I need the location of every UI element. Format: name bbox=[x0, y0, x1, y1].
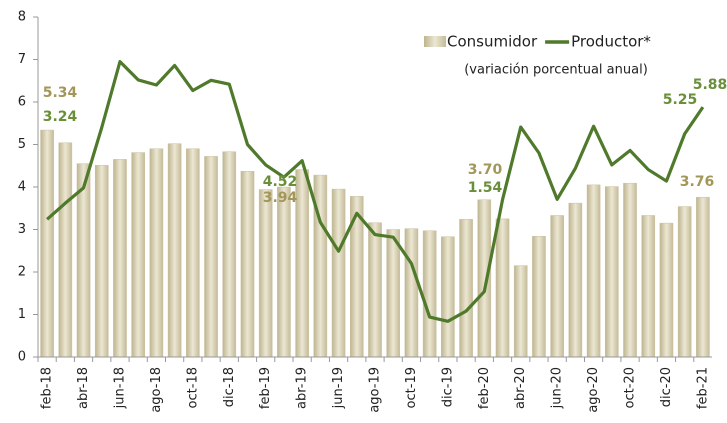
x-tick-label: oct-19 bbox=[404, 367, 419, 408]
bar bbox=[58, 142, 73, 358]
bar bbox=[222, 151, 237, 358]
bar bbox=[586, 184, 601, 358]
x-tick-label: dic-20 bbox=[659, 367, 674, 407]
x-tick-label: abr-20 bbox=[513, 367, 528, 409]
x-tick-label: dic-18 bbox=[222, 367, 237, 407]
x-tick-label: oct-18 bbox=[185, 367, 200, 408]
y-tick-label: 8 bbox=[18, 10, 26, 25]
y-tick-label: 7 bbox=[18, 52, 26, 67]
legend-label: Productor* bbox=[571, 33, 651, 51]
bar bbox=[204, 156, 218, 358]
x-tick-label: oct-20 bbox=[623, 367, 638, 408]
bar bbox=[550, 215, 564, 358]
bar bbox=[149, 148, 164, 358]
bar bbox=[696, 196, 710, 358]
value-label: 3.76 bbox=[680, 174, 715, 190]
bar bbox=[623, 182, 637, 358]
value-label: 4.52 bbox=[263, 174, 298, 190]
bar bbox=[277, 186, 291, 358]
y-tick-label: 2 bbox=[18, 265, 26, 280]
line bbox=[46, 60, 705, 323]
bar bbox=[477, 199, 492, 358]
x-tick-label: jun-18 bbox=[112, 367, 127, 409]
legend-swatch bbox=[424, 36, 446, 47]
bar bbox=[131, 152, 145, 358]
legend-label: Consumidor bbox=[447, 33, 538, 51]
bar bbox=[40, 129, 54, 358]
bar bbox=[240, 171, 255, 358]
bar bbox=[495, 218, 510, 358]
value-label: 5.88 bbox=[693, 77, 727, 93]
y-tick-label: 5 bbox=[18, 137, 26, 152]
bar bbox=[513, 265, 528, 358]
value-label: 5.34 bbox=[43, 85, 78, 101]
y-tick-label: 1 bbox=[18, 307, 26, 322]
x-tick-label: ago-19 bbox=[368, 367, 383, 413]
y-tick-label: 6 bbox=[18, 95, 26, 110]
bar bbox=[459, 219, 473, 358]
bar bbox=[659, 222, 674, 358]
bar bbox=[113, 159, 127, 358]
bar bbox=[331, 188, 346, 358]
x-tick-label: ago-18 bbox=[149, 367, 164, 413]
bar bbox=[677, 206, 692, 358]
bar bbox=[386, 229, 401, 358]
legend-note: (variación porcentual anual) bbox=[464, 63, 648, 78]
x-tick-label: feb-19 bbox=[258, 367, 273, 409]
x-tick-label: feb-21 bbox=[695, 367, 710, 409]
y-tick-label: 3 bbox=[18, 222, 26, 237]
x-tick-label: abr-19 bbox=[295, 367, 310, 409]
x-tick-label: abr-18 bbox=[76, 367, 91, 409]
y-tick-label: 4 bbox=[18, 180, 26, 195]
bar bbox=[258, 189, 273, 358]
bar bbox=[641, 215, 656, 358]
bar bbox=[295, 169, 309, 358]
value-label: 1.54 bbox=[468, 180, 503, 196]
bar bbox=[605, 186, 619, 358]
x-tick-label: jun-20 bbox=[550, 367, 565, 409]
bar bbox=[441, 236, 455, 358]
bar bbox=[404, 228, 419, 358]
x-tick-label: feb-20 bbox=[477, 367, 492, 409]
x-tick-label: dic-19 bbox=[440, 367, 455, 407]
value-label: 5.25 bbox=[663, 92, 698, 108]
x-tick-label: feb-18 bbox=[40, 367, 55, 409]
bar bbox=[532, 236, 546, 358]
x-tick-label: ago-20 bbox=[586, 367, 601, 413]
bar bbox=[94, 165, 109, 358]
value-label: 3.24 bbox=[43, 109, 78, 125]
bar bbox=[167, 143, 182, 358]
value-label: 3.70 bbox=[468, 162, 503, 178]
bar bbox=[186, 148, 200, 358]
value-label: 3.94 bbox=[263, 190, 298, 206]
x-tick-label: jun-19 bbox=[331, 367, 346, 409]
bar bbox=[368, 222, 382, 358]
y-tick-label: 0 bbox=[18, 350, 26, 365]
bar bbox=[568, 202, 583, 358]
bar bbox=[422, 230, 437, 358]
